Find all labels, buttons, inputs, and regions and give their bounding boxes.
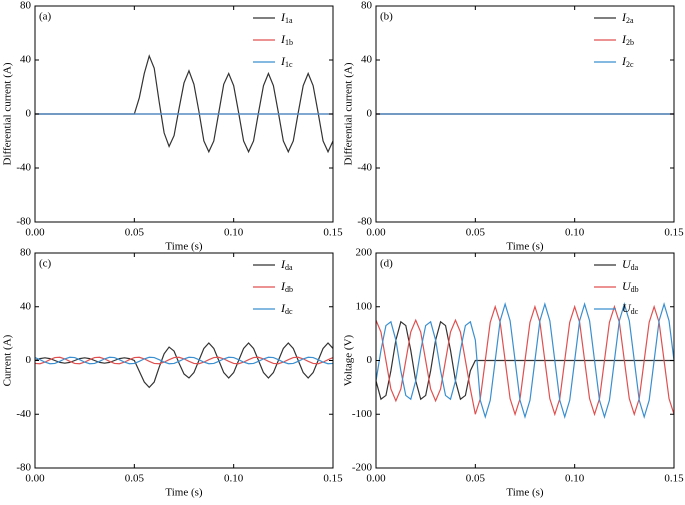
x-tick-label: 0.00 <box>366 473 386 485</box>
x-axis-title: Time (s) <box>165 487 203 499</box>
data-line <box>35 342 333 389</box>
y-axis-title: Current (A) <box>2 334 14 386</box>
legend-label: Idb <box>280 279 293 294</box>
y-tick-label: -200 <box>352 462 373 474</box>
panel-label: (c) <box>39 258 52 270</box>
x-tick-label: 0.05 <box>466 227 486 239</box>
x-tick-label: 0.15 <box>664 473 684 485</box>
y-tick-label: 0 <box>26 354 32 366</box>
legend-label: I2c <box>621 54 634 69</box>
y-tick-label: -40 <box>16 162 31 174</box>
y-tick-label: -80 <box>357 216 372 228</box>
legend-label: I2b <box>621 32 634 47</box>
x-tick-label: 0.05 <box>466 473 486 485</box>
y-tick-label: 0 <box>26 108 32 120</box>
x-tick-label: 0.10 <box>224 227 244 239</box>
y-tick-label: 40 <box>20 300 32 312</box>
legend-label: Ida <box>280 257 293 272</box>
x-axis-title: Time (s) <box>506 241 544 253</box>
y-tick-label: -40 <box>16 408 31 420</box>
x-tick-label: 0.00 <box>25 473 45 485</box>
x-tick-label: 0.00 <box>366 227 386 239</box>
y-tick-label: -40 <box>357 162 372 174</box>
y-axis-title: Voltage (V) <box>343 334 355 386</box>
panel-label: (a) <box>39 11 52 23</box>
data-line <box>376 304 674 417</box>
y-axis-title: Differential current (A) <box>2 62 14 165</box>
panel-label: (d) <box>380 258 393 270</box>
y-tick-label: -80 <box>16 462 31 474</box>
y-tick-label: 100 <box>356 300 373 312</box>
y-tick-label: 40 <box>361 54 373 66</box>
data-line <box>376 301 674 420</box>
panel-label: (b) <box>380 11 393 23</box>
x-tick-label: 0.00 <box>25 227 45 239</box>
y-tick-label: 0 <box>367 354 373 366</box>
legend-label: Uda <box>622 257 639 272</box>
y-tick-label: 40 <box>20 54 32 66</box>
legend-label: I1a <box>280 10 293 25</box>
y-tick-label: 200 <box>356 247 373 259</box>
x-axis-title: Time (s) <box>165 241 203 253</box>
x-axis-title: Time (s) <box>506 487 544 499</box>
y-tick-label: 80 <box>20 247 32 259</box>
y-axis-title: Differential current (A) <box>343 62 355 165</box>
x-tick-label: 0.10 <box>565 227 585 239</box>
x-tick-label: 0.15 <box>664 227 684 239</box>
y-tick-label: 80 <box>20 0 32 12</box>
legend-label: I1c <box>280 54 293 69</box>
data-line <box>35 356 333 365</box>
y-tick-label: -80 <box>16 216 31 228</box>
legend-label: Udb <box>622 279 639 294</box>
x-tick-label: 0.15 <box>323 473 343 485</box>
y-tick-label: 80 <box>361 0 373 12</box>
x-tick-label: 0.05 <box>125 473 145 485</box>
legend-label: Udc <box>622 301 639 316</box>
y-tick-label: -100 <box>352 408 373 420</box>
legend-label: Idc <box>280 301 293 316</box>
y-tick-label: 0 <box>367 108 373 120</box>
legend-label: I1b <box>280 32 293 47</box>
x-tick-label: 0.10 <box>224 473 244 485</box>
x-tick-label: 0.05 <box>125 227 145 239</box>
legend-label: I2a <box>621 10 634 25</box>
x-tick-label: 0.15 <box>323 227 343 239</box>
x-tick-label: 0.10 <box>565 473 585 485</box>
data-line <box>35 54 333 154</box>
